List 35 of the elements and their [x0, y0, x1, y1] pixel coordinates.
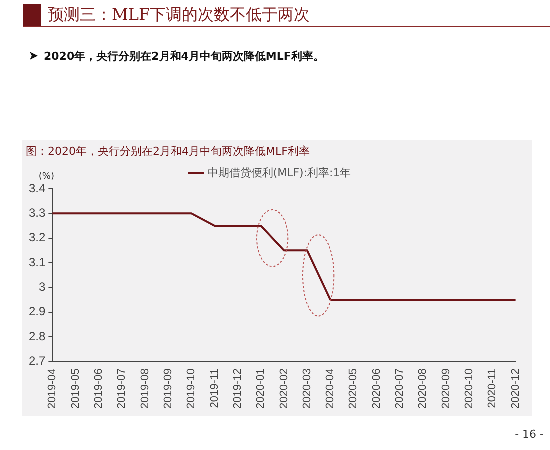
x-tick-label: 2019-05	[70, 368, 82, 410]
x-tick-label: 2020-01	[255, 368, 268, 410]
y-tick-label: 3.4	[28, 181, 46, 196]
y-tick-label: 2.9	[28, 304, 46, 319]
x-tick-label: 2020-11	[486, 368, 499, 408]
chart-subtitle: 2020年，央行分别在2月和4月中旬两次降低MLF利率。	[44, 49, 324, 64]
y-tick-label: 3.1	[28, 255, 46, 270]
x-tick-label: 2019-08	[139, 368, 152, 410]
x-tick-label: 2020-10	[464, 368, 476, 410]
text: 图：2020年，央行分别在2月和4月中旬两次降低MLF利率	[26, 144, 310, 159]
y-tick-label: 2.7	[28, 354, 46, 368]
x-tick-label: 2020-08	[417, 368, 430, 410]
y-tick-label: 2.8	[28, 329, 46, 344]
x-tick-label: 2020-09	[440, 368, 452, 410]
x-tick-label: 2020-05	[348, 368, 360, 410]
y-tick-label: 3	[38, 280, 46, 294]
legend-label: 中期借贷便利(MLF):利率:1年	[207, 166, 352, 180]
x-tick-label: 2020-12	[510, 368, 522, 410]
x-tick-label: 2019-04	[46, 368, 59, 410]
x-tick-label: 2019-09	[162, 368, 174, 410]
x-tick-label: 2020-04	[324, 368, 337, 410]
x-tick-label: 2020-06	[370, 368, 383, 410]
y-tick-label: 3.3	[28, 206, 46, 220]
x-tick-label: 2019-11	[208, 368, 221, 408]
y-axis-title: (%)	[38, 172, 54, 182]
x-tick-label: 2020-07	[394, 368, 406, 410]
x-tick-label: 2020-03	[301, 368, 314, 410]
y-tick-label: 3.2	[28, 230, 46, 245]
text: - 16 -	[515, 428, 544, 441]
x-tick-label: 2020-02	[278, 368, 290, 410]
chart-title: 预测三：MLF下调的次数不低于两次	[48, 5, 310, 26]
x-tick-label: 2019-12	[232, 368, 244, 410]
x-tick-label: 2019-06	[93, 368, 106, 410]
x-tick-label: 2019-10	[186, 368, 198, 410]
x-tick-label: 2019-07	[116, 368, 128, 410]
